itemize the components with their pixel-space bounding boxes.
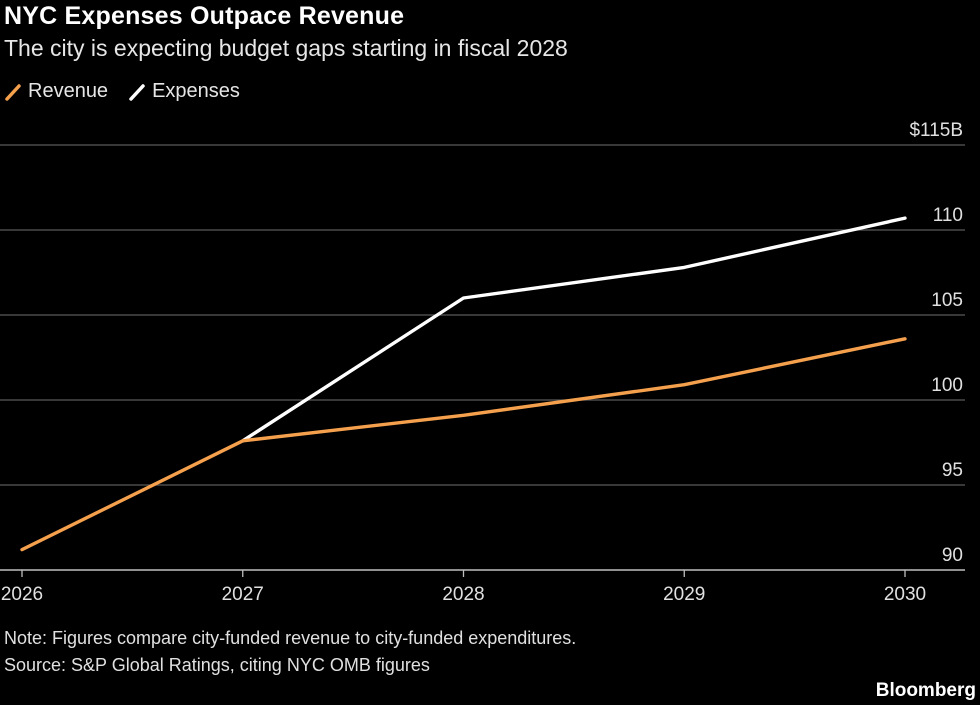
x-tick-label: 2026 — [1, 584, 43, 605]
legend-item-expenses: Expenses — [128, 80, 240, 103]
y-tick-label: 110 — [933, 205, 963, 226]
y-tick-label: 100 — [931, 375, 963, 396]
x-tick-label: 2028 — [442, 584, 484, 605]
legend: Revenue Expenses — [4, 80, 260, 103]
x-tick-label: 2029 — [663, 584, 705, 605]
y-tick-label: 105 — [931, 290, 963, 311]
chart-title: NYC Expenses Outpace Revenue — [4, 2, 405, 30]
series-line-expenses — [241, 216, 907, 443]
legend-swatch-expenses — [129, 83, 145, 101]
series-line-revenue — [20, 337, 907, 552]
y-tick-label: $115B — [909, 120, 963, 141]
legend-swatch-revenue — [5, 83, 21, 101]
legend-item-revenue: Revenue — [4, 80, 108, 103]
chart-note: Note: Figures compare city-funded revenu… — [4, 628, 577, 648]
y-tick-label: 90 — [942, 545, 963, 566]
x-tick-label: 2030 — [884, 584, 926, 605]
chart-subtitle: The city is expecting budget gaps starti… — [4, 35, 568, 61]
y-tick-label: 95 — [942, 460, 963, 481]
x-tick-label: 2027 — [222, 584, 264, 605]
bloomberg-logo: Bloomberg — [875, 680, 976, 701]
legend-label-expenses: Expenses — [152, 80, 240, 102]
chart-source: Source: S&P Global Ratings, citing NYC O… — [4, 655, 430, 675]
legend-label-revenue: Revenue — [28, 80, 109, 102]
